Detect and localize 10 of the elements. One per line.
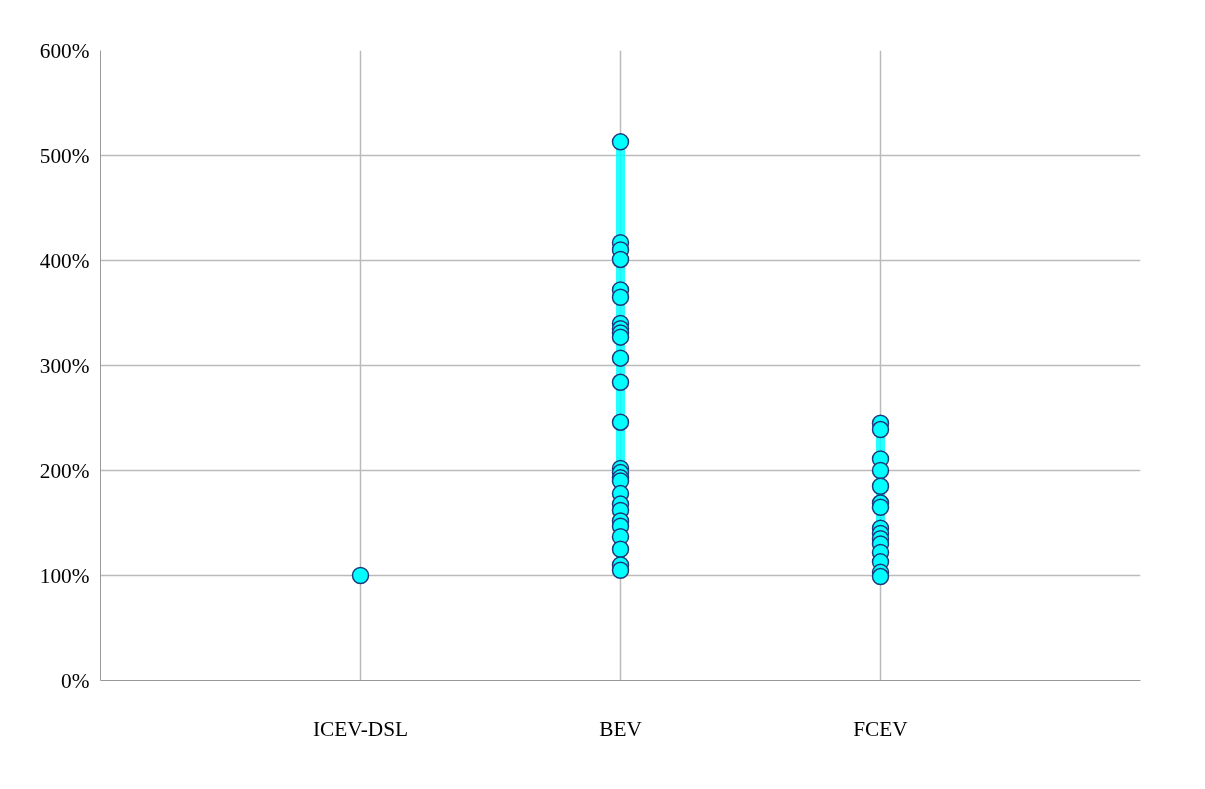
y-tick-label: 200% xyxy=(39,458,90,483)
x-tick-label: BEV xyxy=(599,716,643,741)
y-tick-label: 500% xyxy=(39,143,90,168)
x-tick-label: FCEV xyxy=(853,716,909,741)
y-tick-label: 600% xyxy=(39,38,90,63)
y-tick-label: 400% xyxy=(39,248,90,273)
y-tick-label: 0% xyxy=(61,668,90,693)
y-tick-label: 300% xyxy=(39,353,90,378)
y-tick-label: 100% xyxy=(39,563,90,588)
x-tick-label: ICEV-DSL xyxy=(312,716,409,741)
